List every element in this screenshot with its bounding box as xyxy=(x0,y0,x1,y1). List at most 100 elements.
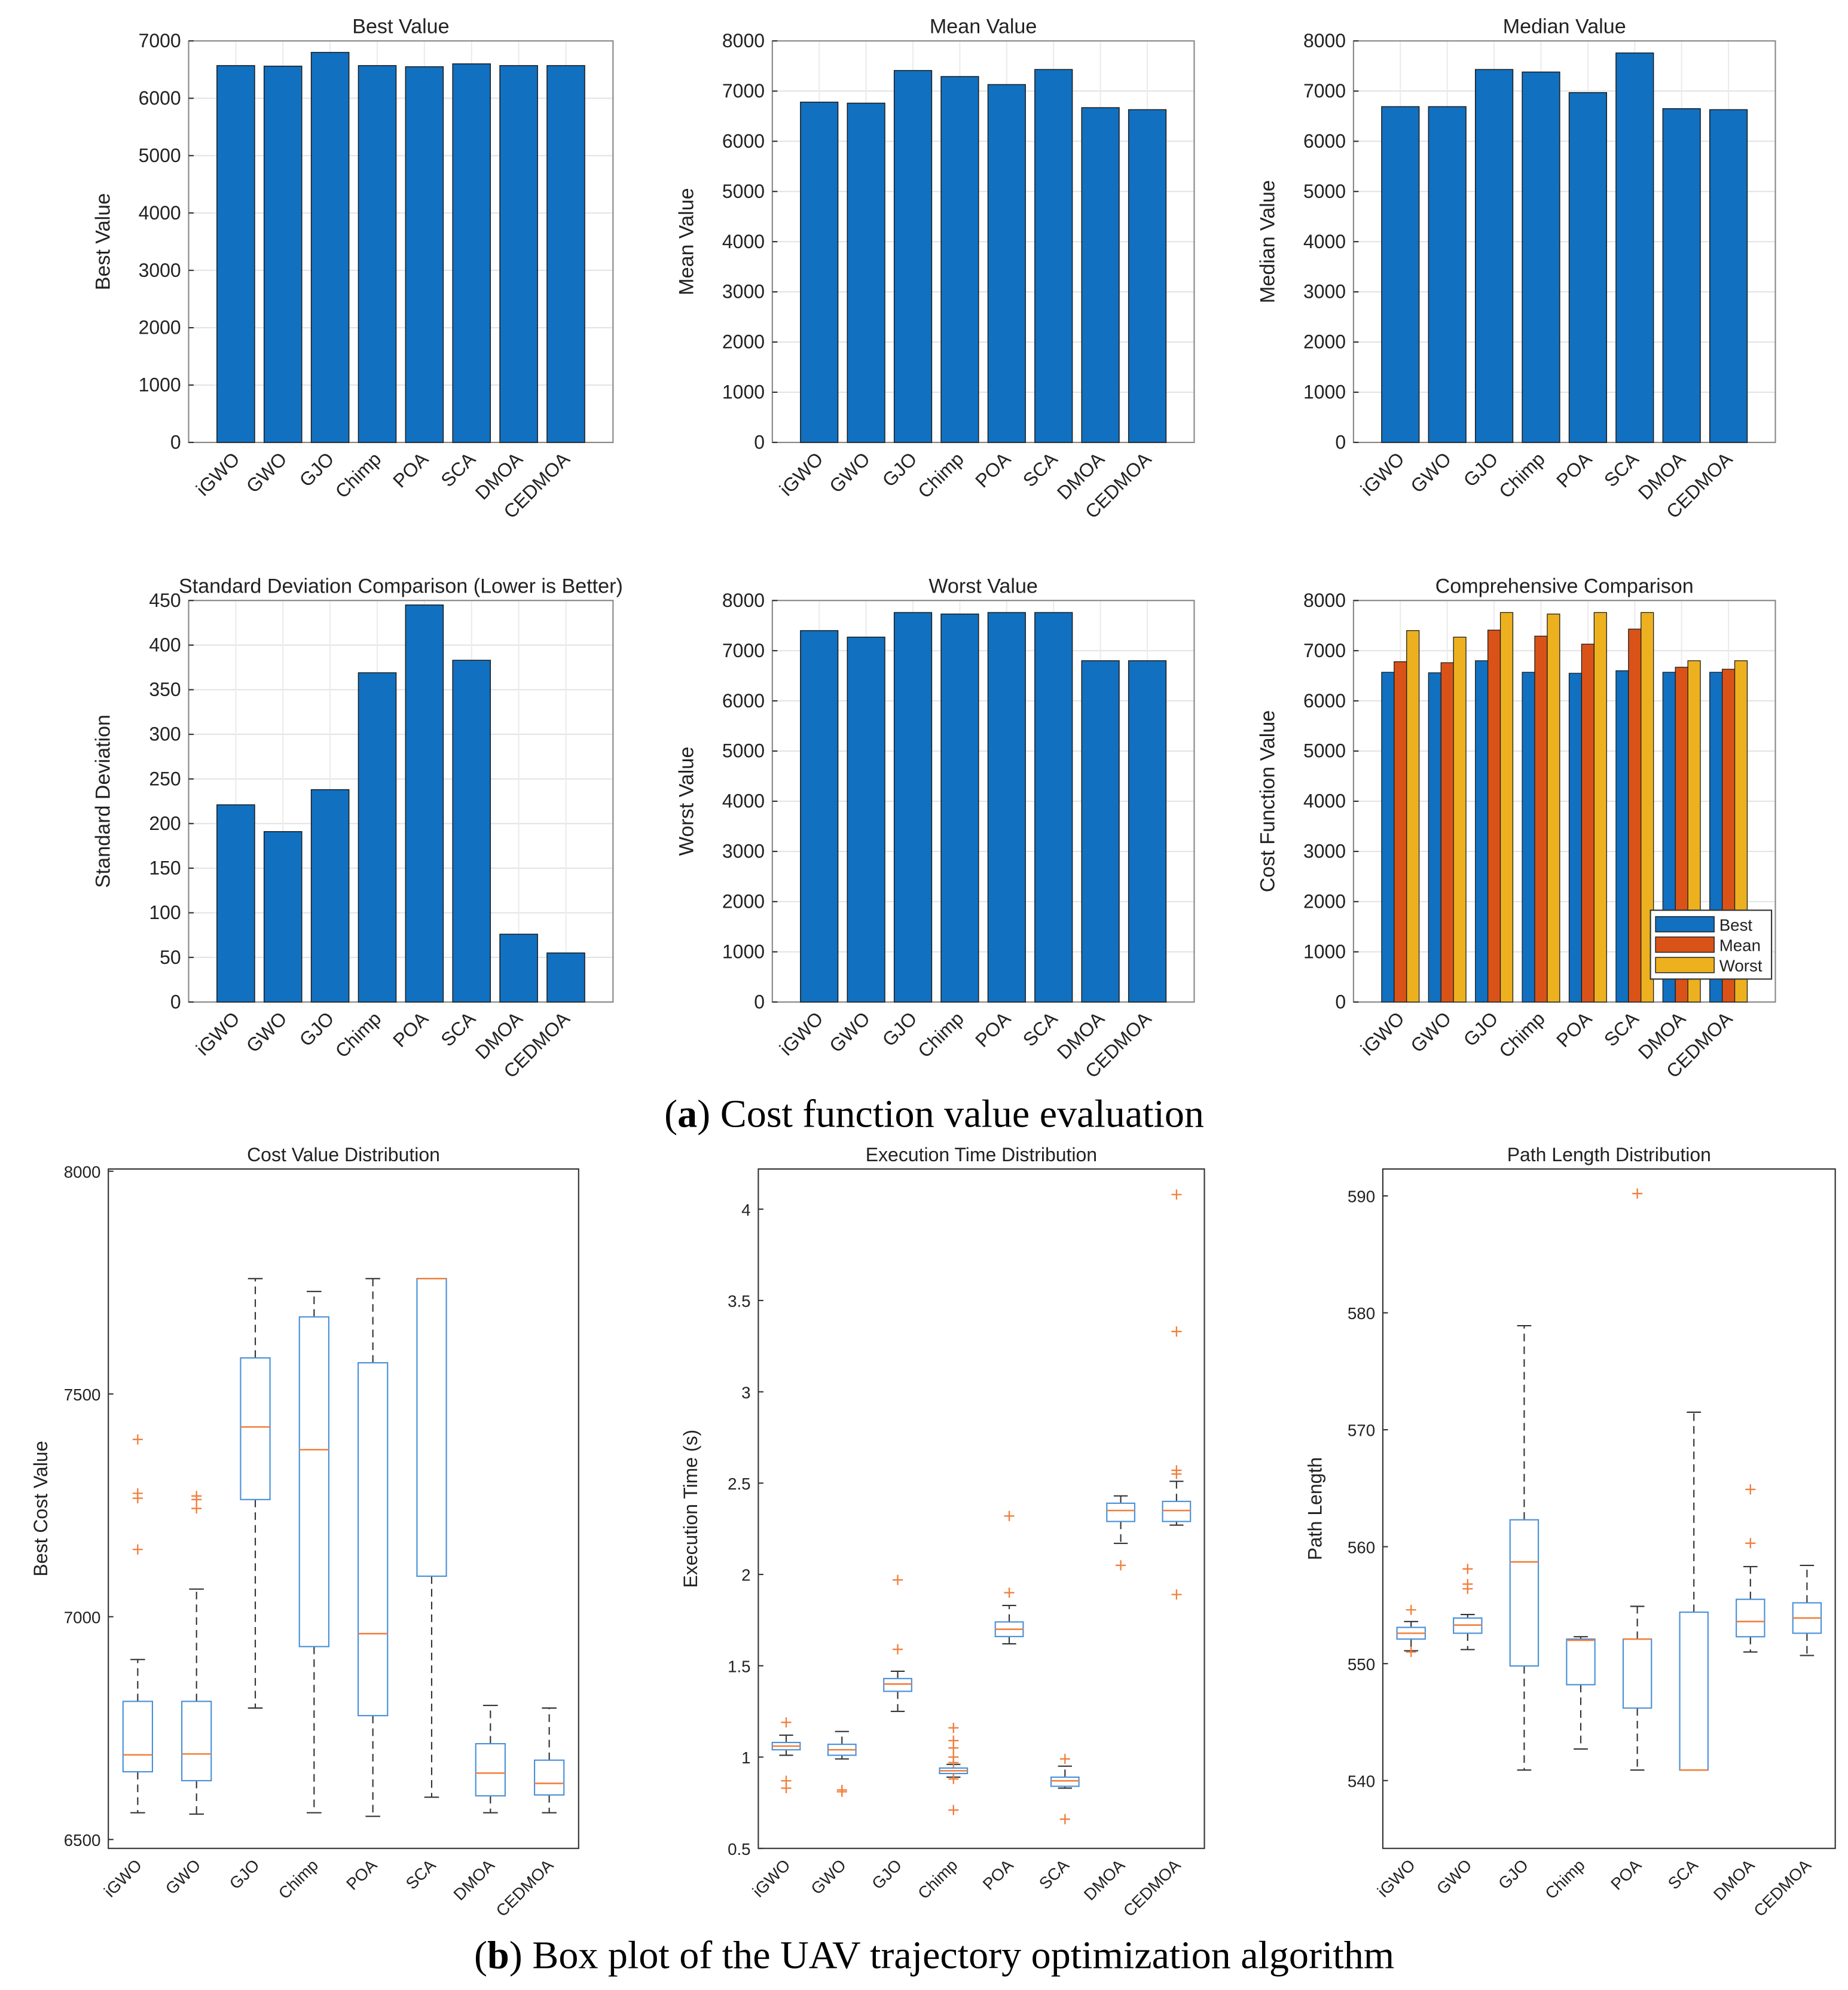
y-axis-label: Cost Function Value xyxy=(1257,710,1279,892)
bar-Chimp xyxy=(940,76,979,443)
outlier-GWO xyxy=(191,1494,202,1505)
bar-iGWO xyxy=(216,804,255,1003)
y-tick-label: 7000 xyxy=(64,1608,101,1626)
bar-GJO xyxy=(1474,69,1514,443)
x-tick-label: GJO xyxy=(226,1855,263,1893)
chart-6: Comprehensive Comparison Cost Function Va… xyxy=(1257,575,1776,1082)
x-tick-label: POA xyxy=(1552,448,1596,492)
x-tick-label: SCA xyxy=(1664,1855,1702,1893)
bar-DMOA xyxy=(499,933,538,1003)
y-tick-label: 3000 xyxy=(722,841,765,862)
y-axis-label: Mean Value xyxy=(676,188,698,295)
y-tick-label: 6000 xyxy=(139,87,181,109)
bar-iGWO xyxy=(800,630,839,1003)
bar-POA xyxy=(405,66,444,443)
bar-mean-SCA xyxy=(1628,628,1642,1003)
outlier-CEDMOA xyxy=(1171,1189,1182,1200)
x-tick-label: GWO xyxy=(1406,1008,1455,1057)
outlier-GWO xyxy=(1462,1564,1473,1574)
box-DMOA xyxy=(475,1743,506,1797)
y-tick-label: 4000 xyxy=(722,790,765,812)
bar-DMOA xyxy=(499,65,538,443)
plot-frame xyxy=(757,1168,1205,1849)
y-tick-label: 8000 xyxy=(1303,30,1346,51)
bar-GWO xyxy=(847,636,885,1003)
chart-1: Best Value Best Value 0 1000 2000 3000 4000 500… xyxy=(91,16,614,523)
y-tick-label: 2000 xyxy=(1303,331,1346,353)
box-POA xyxy=(1622,1638,1652,1709)
y-tick-label: 1 xyxy=(741,1748,750,1767)
chart-8: Execution Time Distribution Execution Tim… xyxy=(680,1144,1205,1920)
x-tick-label: DMOA xyxy=(1710,1855,1758,1904)
x-tick-label: POA xyxy=(971,448,1015,492)
x-tick-label: iGWO xyxy=(100,1855,145,1900)
x-tick-label: iGWO xyxy=(775,448,827,500)
outlier-POA xyxy=(1004,1588,1015,1598)
y-tick-label: 4000 xyxy=(722,231,765,252)
y-tick-label: 1.5 xyxy=(728,1657,751,1675)
y-tick-label: 2000 xyxy=(722,891,765,912)
legend-label-worst: Worst xyxy=(1719,957,1763,975)
y-tick-label: 1000 xyxy=(1303,941,1346,962)
box-POA xyxy=(358,1362,389,1717)
y-tick-label: 1000 xyxy=(1303,381,1346,403)
outlier-POA xyxy=(1004,1510,1015,1521)
box-SCA xyxy=(416,1278,447,1577)
y-axis-label: Median Value xyxy=(1257,180,1279,303)
y-tick-label: 0 xyxy=(754,991,765,1012)
outlier-DMOA xyxy=(1745,1484,1756,1495)
y-tick-label: 7000 xyxy=(1303,640,1346,661)
chart-5: Worst Value Worst Value 0 1000 2000 3000 4000 5… xyxy=(676,575,1195,1082)
bar-Chimp xyxy=(1522,71,1560,443)
bar-SCA xyxy=(1034,69,1073,443)
y-axis-label: Best Value xyxy=(91,193,114,290)
x-tick-label: iGWO xyxy=(1357,448,1409,500)
box-GJO xyxy=(240,1357,271,1500)
outlier-Chimp xyxy=(948,1723,959,1733)
x-tick-label: CEDMOA xyxy=(493,1855,557,1920)
bar-POA xyxy=(987,612,1026,1003)
outlier-iGWO xyxy=(132,1493,143,1504)
x-tick-label: Chimp xyxy=(1495,448,1549,502)
y-tick-label: 7000 xyxy=(722,640,765,661)
y-tick-label: 7000 xyxy=(139,30,181,51)
plot-frame xyxy=(188,40,614,443)
y-tick-label: 5000 xyxy=(722,740,765,762)
y-tick-label: 6000 xyxy=(1303,130,1346,152)
caption-b-text: Box plot of the UAV trajectory optimizat… xyxy=(523,1934,1394,1977)
chart-title: Worst Value xyxy=(928,575,1038,597)
y-tick-label: 0.5 xyxy=(728,1840,751,1858)
chart-title: Median Value xyxy=(1503,16,1626,38)
y-tick-label: 7500 xyxy=(64,1385,101,1404)
y-tick-label: 4000 xyxy=(139,202,181,224)
x-tick-label: SCA xyxy=(402,1855,440,1893)
bar-mean-GWO xyxy=(1440,662,1454,1003)
chart-4: Standard Deviation Comparison (Lower is … xyxy=(91,575,623,1082)
bar-CEDMOA xyxy=(546,65,585,443)
box-Chimp xyxy=(1566,1638,1596,1686)
bar-GJO xyxy=(893,612,933,1003)
y-tick-label: 2.5 xyxy=(728,1475,751,1493)
bar-SCA xyxy=(1615,52,1654,443)
bar-worst-iGWO xyxy=(1406,630,1420,1003)
outlier-DMOA xyxy=(1745,1538,1756,1549)
chart-title: Comprehensive Comparison xyxy=(1435,575,1694,597)
plot-frame xyxy=(188,600,614,1003)
y-tick-label: 5000 xyxy=(1303,181,1346,202)
y-tick-label: 3000 xyxy=(722,281,765,303)
x-tick-label: POA xyxy=(343,1855,381,1894)
legend-swatch-mean xyxy=(1655,936,1715,953)
x-tick-label: DMOA xyxy=(450,1855,498,1904)
y-axis-label: Standard Deviation xyxy=(91,715,114,888)
x-tick-label: GJO xyxy=(295,1008,338,1051)
x-tick-label: iGWO xyxy=(749,1855,794,1900)
y-axis-label: Best Cost Value xyxy=(30,1441,51,1577)
x-tick-label: SCA xyxy=(436,448,479,491)
bar-worst-POA xyxy=(1593,612,1607,1003)
y-tick-label: 150 xyxy=(149,857,181,879)
x-tick-label: GWO xyxy=(242,1008,291,1057)
x-tick-label: Chimp xyxy=(1495,1008,1549,1062)
y-tick-label: 6000 xyxy=(722,130,765,152)
